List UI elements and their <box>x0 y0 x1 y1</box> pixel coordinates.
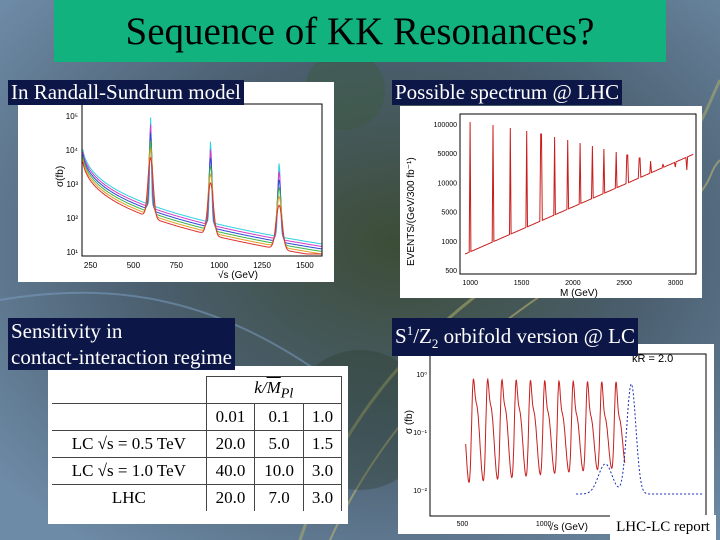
table-row-label: LC √s = 1.0 TeV <box>52 457 207 485</box>
lhc-spectrum-label: Possible spectrum @ LHC <box>392 80 623 105</box>
lhc-y-tick-label: 100000 <box>434 122 457 129</box>
rs-curve <box>82 117 322 245</box>
orbifold-x-tick-label: 500 <box>457 521 469 528</box>
lhc-y-tick-label: 1000 <box>441 239 457 246</box>
rs-x-tick-label: 250 <box>84 261 98 270</box>
lhc-x-tick-label: 3000 <box>668 280 684 287</box>
rs-y-axis-label: σ(fb) <box>55 166 66 187</box>
table-row: LHC 20.0 7.0 3.0 <box>52 484 343 511</box>
lhc-x-tick-label: 2500 <box>616 280 632 287</box>
lhc-x-tick-label: 1500 <box>514 280 530 287</box>
table-col-value: 0.1 <box>254 403 304 431</box>
orbifold-blue-curve <box>576 383 705 495</box>
table-cell: 3.0 <box>302 457 343 485</box>
rs-x-tick-label: 750 <box>170 261 184 270</box>
table-col-value: 0.01 <box>205 403 256 431</box>
orbifold-x-axis-label: √s (GeV) <box>548 521 588 533</box>
lhc-x-tick-label: 1000 <box>462 280 478 287</box>
table-row: LC √s = 0.5 TeV 20.0 5.0 1.5 <box>52 430 343 458</box>
lhc-y-tick-label: 10000 <box>438 180 458 187</box>
rs-x-tick-label: 1250 <box>253 261 271 270</box>
table-cell: 1.5 <box>302 430 343 458</box>
lhc-x-axis-label: M (GeV) <box>560 288 598 298</box>
rs-x-tick-label: 1000 <box>210 261 228 270</box>
rs-y-tick-label: 10⁵ <box>66 112 78 121</box>
lhc-y-tick-label: 500 <box>445 268 457 275</box>
footer-credit: LHC-LC report <box>610 515 716 540</box>
orbifold-label: S1/Z2 orbifold version @ LC <box>392 318 639 357</box>
table-header-k-over-mpl: k/MPl <box>205 376 343 404</box>
rs-cross-section-chart: 10⁵ 10⁴ 10³ 10² 10¹ 250 500 750 1000 1250 1500 σ(… <box>55 103 323 281</box>
sensitivity-table: k/MPl 0.01 0.1 1.0 LC √s = 0.5 TeV 20.0 … <box>52 376 343 511</box>
table-cell: 10.0 <box>254 457 304 485</box>
lhc-y-tick-label: 5000 <box>441 210 457 217</box>
lhc-y-tick-label: 50000 <box>438 151 458 158</box>
rs-y-tick-label: 10³ <box>66 180 78 189</box>
table-col-value: 1.0 <box>302 403 343 431</box>
orbifold-annotation: kR = 2.0 <box>632 353 673 365</box>
table-cell: 20.0 <box>205 484 256 511</box>
table-cell: 7.0 <box>254 484 304 511</box>
table-row: LC √s = 1.0 TeV 40.0 10.0 3.0 <box>52 457 343 485</box>
orbifold-y-axis-label: σ (fb) <box>404 410 415 434</box>
rs-x-tick-label: 1500 <box>296 261 314 270</box>
orbifold-y-tick-label: 10⁰ <box>416 371 427 379</box>
rs-x-tick-label: 500 <box>127 261 141 270</box>
table-cell: 20.0 <box>205 430 256 458</box>
rs-y-tick-label: 10⁴ <box>66 146 79 155</box>
table-row-label: LC √s = 0.5 TeV <box>52 430 207 458</box>
orbifold-red-curve <box>465 377 626 484</box>
sensitivity-label: Sensitivity in contact-interaction regim… <box>8 318 235 370</box>
rs-plot-panel: 10⁵ 10⁴ 10³ 10² 10¹ 250 500 750 1000 1250 1500 σ(… <box>18 82 334 282</box>
table-cell: 5.0 <box>254 430 304 458</box>
table-cell: 40.0 <box>205 457 256 485</box>
slide-title: Sequence of KK Resonances? <box>54 0 666 62</box>
table-cell: 3.0 <box>302 484 343 511</box>
sensitivity-label-line1: Sensitivity in <box>11 319 123 343</box>
rs-x-axis-label: √s (GeV) <box>218 269 258 281</box>
orbifold-y-tick-label: 10⁻² <box>413 488 427 495</box>
rs-y-tick-label: 10¹ <box>66 248 78 257</box>
orbifold-x-tick-label: 1000 <box>536 521 552 528</box>
lhc-spectrum-chart: 100000 50000 10000 5000 1000 500 1000 1500 2000… <box>406 113 697 299</box>
sensitivity-label-line2: contact-interaction regime <box>11 345 232 369</box>
lhc-x-tick-label: 2000 <box>565 280 581 287</box>
rs-model-label: In Randall-Sundrum model <box>8 80 244 105</box>
rs-y-tick-label: 10² <box>66 214 78 223</box>
lhc-y-axis-label: EVENTS/(GeV/300 fb⁻¹) <box>406 157 417 266</box>
lhc-spectrum-line <box>464 121 694 255</box>
rs-curve <box>82 156 322 255</box>
table-row-label: LHC <box>52 484 207 511</box>
orbifold-y-tick-label: 10⁻¹ <box>413 430 427 437</box>
lhc-plot-panel: 100000 50000 10000 5000 1000 500 1000 1500 2000… <box>400 106 702 299</box>
